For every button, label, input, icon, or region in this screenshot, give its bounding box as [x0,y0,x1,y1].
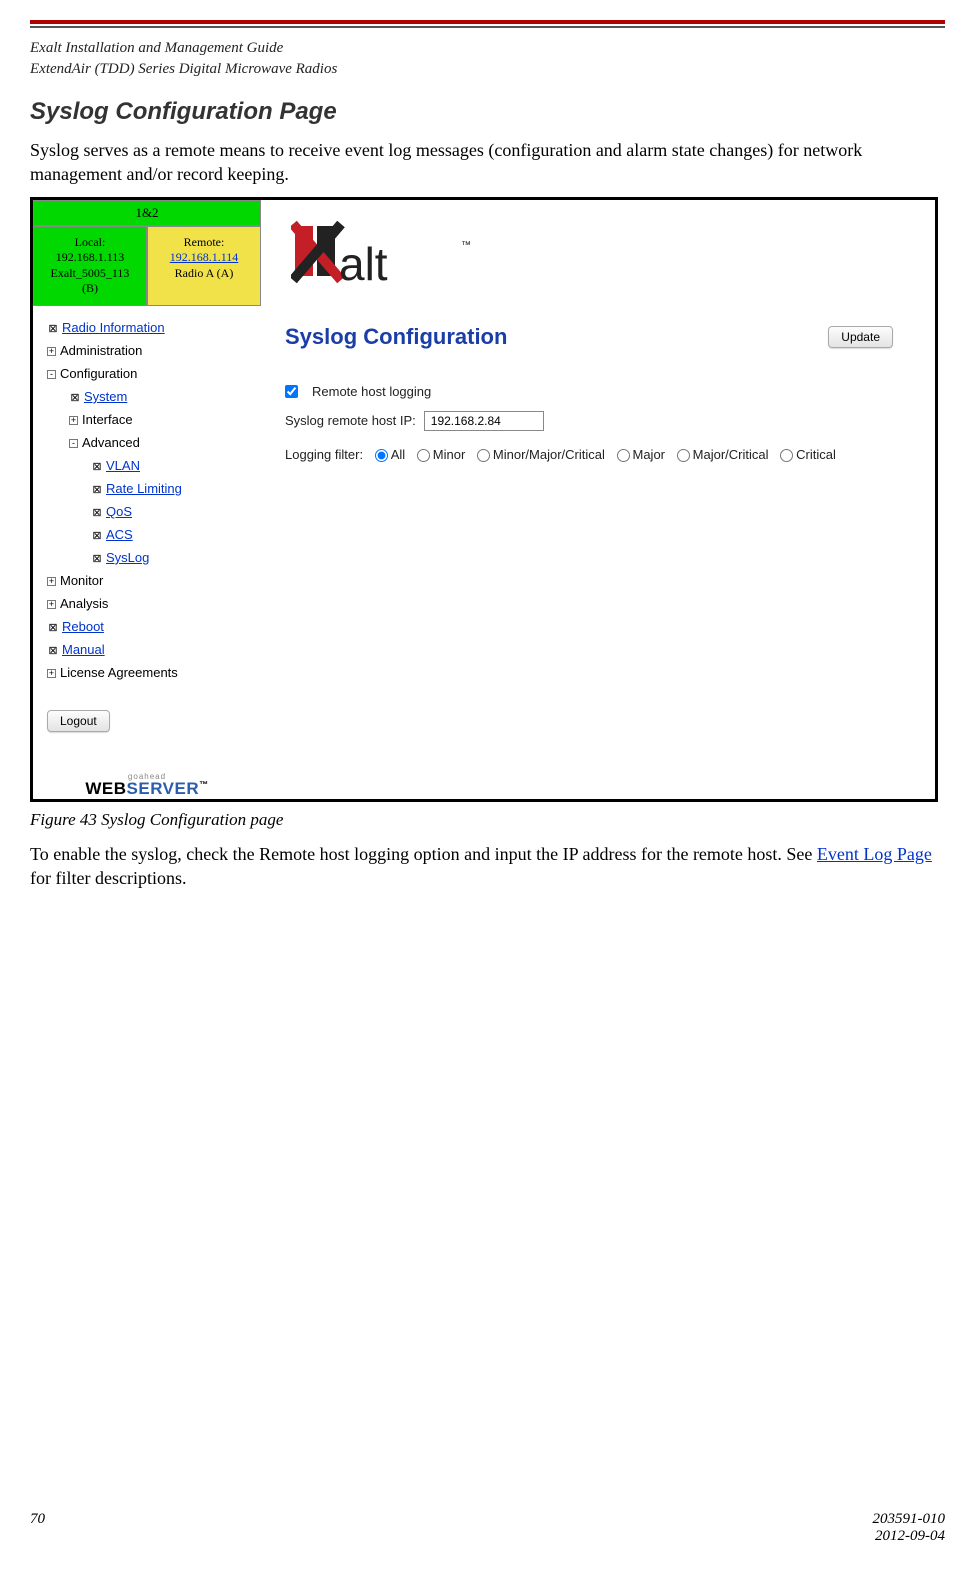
tab-local-label: Local: [75,235,106,249]
para2-post: for filter descriptions. [30,868,186,888]
page-footer: 70 203591-010 2012-09-04 [30,1511,945,1545]
bullet-icon: ⊠ [47,644,59,657]
bullet-icon: ⊠ [47,621,59,634]
doc-date: 2012-09-04 [873,1528,946,1545]
page-number: 70 [30,1511,45,1545]
bullet-icon: ⊠ [91,552,103,565]
bullet-icon: ⊠ [91,460,103,473]
svg-text:alt: alt [339,238,388,290]
filter-mmc-radio[interactable] [477,449,490,462]
nav-vlan[interactable]: VLAN [106,458,140,473]
tab-top[interactable]: 1&2 [33,200,261,226]
doc-title-2: ExtendAir (TDD) Series Digital Microwave… [30,59,945,80]
filter-all-label: All [391,447,405,462]
nav-interface[interactable]: Interface [82,412,133,427]
doc-header: Exalt Installation and Management Guide … [30,38,945,80]
filter-label: Logging filter: [285,447,363,462]
section-title: Syslog Configuration Page [30,98,945,126]
webserver-logo: goahead WEBSERVER™ [33,772,261,799]
filter-critical-label: Critical [796,447,836,462]
content-title: Syslog Configuration [285,324,507,350]
tab-remote-name: Radio A (A) [175,266,234,280]
filter-minor-radio[interactable] [417,449,430,462]
para-2: To enable the syslog, check the Remote h… [30,842,945,891]
tab-remote[interactable]: Remote: 192.168.1.114 Radio A (A) [147,226,261,306]
filter-all-radio[interactable] [375,449,388,462]
tab-remote-label: Remote: [184,235,225,249]
nav-configuration[interactable]: Configuration [60,366,137,381]
expand-icon[interactable]: + [47,600,56,609]
collapse-icon[interactable]: - [69,439,78,448]
bullet-icon: ⊠ [47,322,59,335]
filter-mmc-label: Minor/Major/Critical [493,447,605,462]
bullet-icon: ⊠ [69,391,81,404]
remote-host-logging-checkbox[interactable] [285,385,298,398]
bullet-icon: ⊠ [91,506,103,519]
intro-paragraph: Syslog serves as a remote means to recei… [30,138,945,187]
nav-advanced[interactable]: Advanced [82,435,140,450]
tab-local-suffix: (B) [82,281,98,295]
screenshot-figure: 1&2 Local: 192.168.1.113 Exalt_5005_113 … [30,197,938,802]
remote-ip-label: Syslog remote host IP: [285,413,416,428]
remote-host-logging-label: Remote host logging [312,384,431,399]
remote-ip-input[interactable] [424,411,544,431]
webserver-server: SERVER [127,779,200,798]
expand-icon[interactable]: + [47,347,56,356]
tab-local-name: Exalt_5005_113 [51,266,130,280]
nav-radio-info[interactable]: Radio Information [62,320,165,335]
nav-manual[interactable]: Manual [62,642,105,657]
expand-icon[interactable]: + [47,577,56,586]
collapse-icon[interactable]: - [47,370,56,379]
figure-caption: Figure 43 Syslog Configuration page [30,810,945,830]
doc-title-1: Exalt Installation and Management Guide [30,38,945,59]
nav-system[interactable]: System [84,389,127,404]
content-pane: alt ™ Syslog Configuration Update Remote… [261,200,935,799]
para2-pre: To enable the syslog, check the Remote h… [30,844,817,864]
filter-mc-label: Major/Critical [693,447,769,462]
event-log-page-link[interactable]: Event Log Page [817,844,932,864]
filter-major-radio[interactable] [617,449,630,462]
nav-tree: ⊠Radio Information +Administration -Conf… [33,306,261,692]
expand-icon[interactable]: + [47,669,56,678]
expand-icon[interactable]: + [69,416,78,425]
nav-monitor[interactable]: Monitor [60,573,103,588]
sidebar: 1&2 Local: 192.168.1.113 Exalt_5005_113 … [33,200,261,799]
nav-qos[interactable]: QoS [106,504,132,519]
tab-local[interactable]: Local: 192.168.1.113 Exalt_5005_113 (B) [33,226,147,306]
logout-button[interactable]: Logout [47,710,110,732]
update-button[interactable]: Update [828,326,893,348]
exalt-logo: alt ™ [291,218,491,308]
filter-mc-radio[interactable] [677,449,690,462]
nav-syslog[interactable]: SysLog [106,550,149,565]
svg-text:™: ™ [461,240,471,251]
nav-administration[interactable]: Administration [60,343,142,358]
nav-analysis[interactable]: Analysis [60,596,108,611]
filter-critical-radio[interactable] [780,449,793,462]
nav-license[interactable]: License Agreements [60,665,178,680]
nav-rate-limiting[interactable]: Rate Limiting [106,481,182,496]
nav-reboot[interactable]: Reboot [62,619,104,634]
filter-major-label: Major [633,447,666,462]
bullet-icon: ⊠ [91,529,103,542]
bullet-icon: ⊠ [91,483,103,496]
doc-number: 203591-010 [873,1511,946,1528]
tab-remote-ip-link[interactable]: 192.168.1.114 [170,250,239,264]
nav-acs[interactable]: ACS [106,527,133,542]
webserver-web: WEB [85,779,126,798]
tab-local-ip: 192.168.1.113 [56,250,125,264]
filter-minor-label: Minor [433,447,466,462]
